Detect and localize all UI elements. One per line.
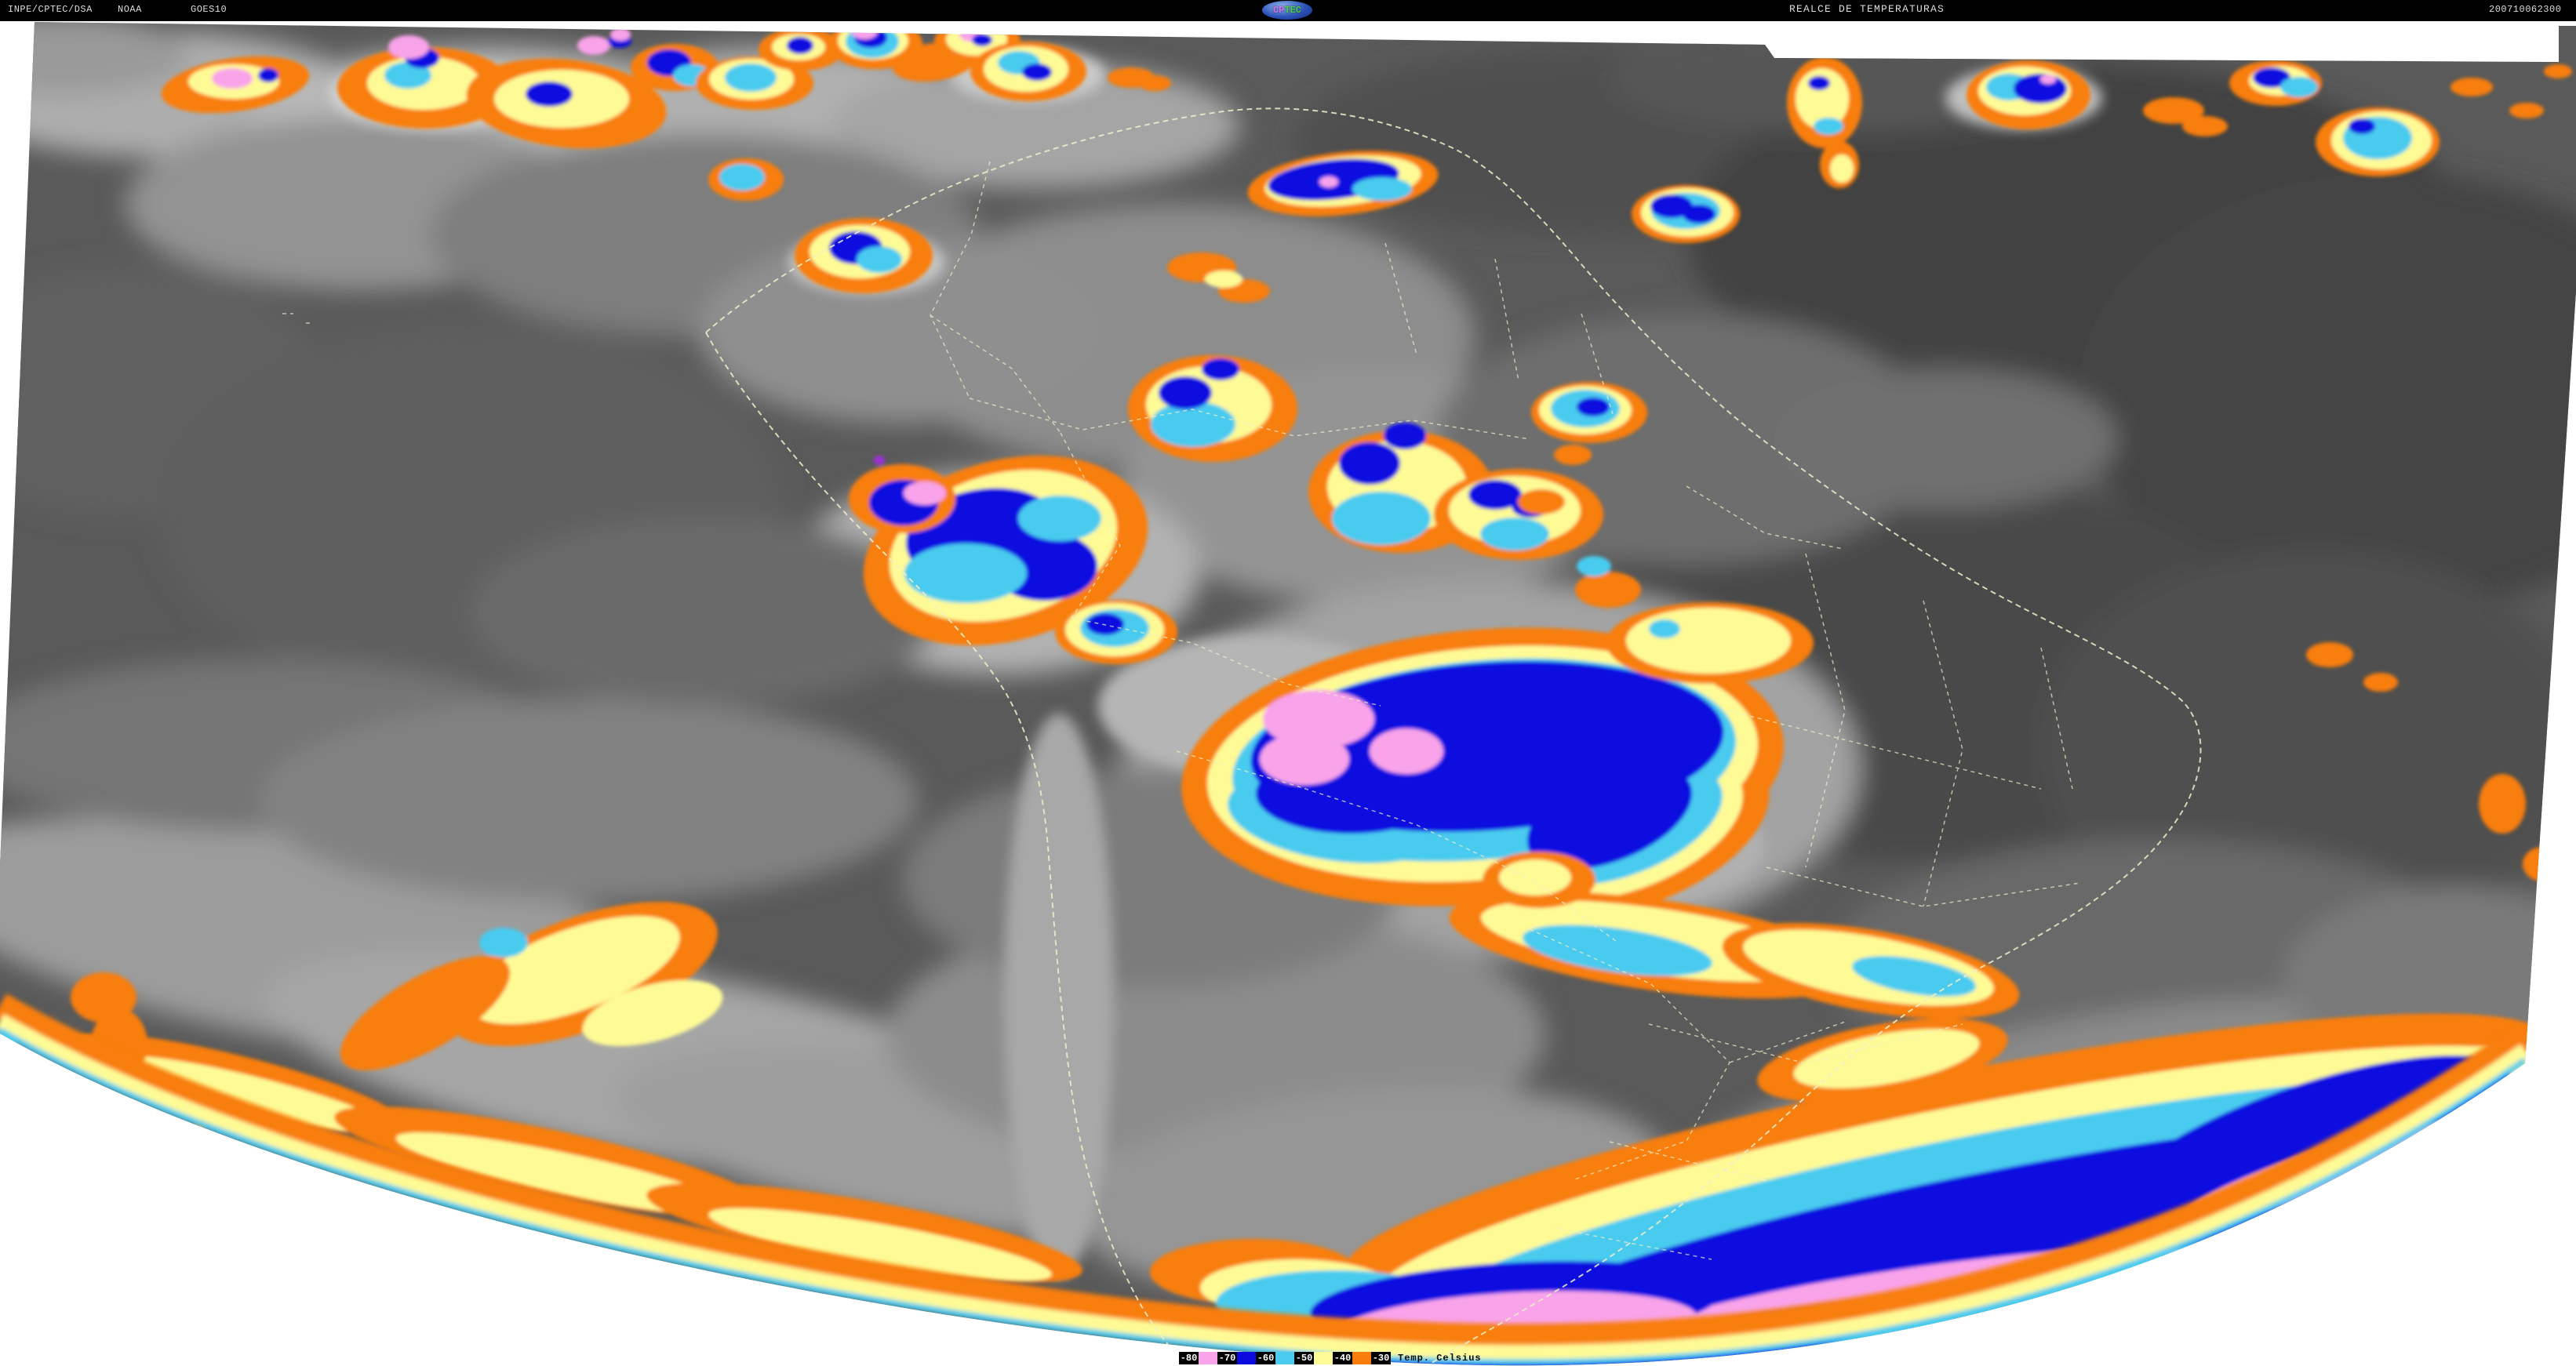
coastline-west — [705, 332, 1187, 1366]
legend-tick-m40: -40 — [1333, 1352, 1352, 1364]
agency-label: INPE/CPTEC/DSA — [8, 4, 93, 15]
legend-swatch-pink — [1199, 1352, 1217, 1364]
legend-caption: Temp. Celsius — [1398, 1353, 1482, 1364]
storm-band-sacz — [1449, 445, 2020, 1103]
legend-swatch-blue — [1237, 1352, 1256, 1364]
storm-cluster-itcz-west — [161, 22, 1171, 149]
legend-tick-m60: -60 — [1256, 1352, 1275, 1364]
storm-cluster-itcz-east — [1787, 57, 2572, 881]
legend-swatch-cyan — [1275, 1352, 1294, 1364]
coastline-east — [705, 107, 2202, 1366]
storm-system-central — [1181, 627, 1784, 918]
temperature-legend: -80 -70 -60 -50 -40 -30 Temp. Celsius — [1179, 1352, 1482, 1364]
storm-cluster-north — [1128, 151, 1740, 560]
logo-text-cp: CP — [1272, 5, 1285, 16]
legend-tick-m50: -50 — [1294, 1352, 1314, 1364]
country-borders — [282, 107, 2202, 1366]
satellite-label: GOES10 — [191, 4, 227, 15]
limb-bands — [0, 994, 2533, 1366]
legend-tick-m70: -70 — [1217, 1352, 1237, 1364]
product-title: REALCE DE TEMPERATURAS — [1789, 3, 1945, 15]
internal-borders — [282, 161, 2081, 1260]
storm-cluster-andes — [708, 158, 1177, 664]
legend-swatch-orange — [1352, 1352, 1371, 1364]
legend-swatch-yellow — [1314, 1352, 1333, 1364]
operator-label: NOAA — [118, 4, 142, 15]
storm-streaks-southwest — [0, 902, 1082, 1283]
legend-tick-m30: -30 — [1371, 1352, 1391, 1364]
cptec-logo-icon: CP TEC — [1262, 1, 1312, 20]
timestamp-label: 200710062300 — [2489, 4, 2562, 15]
legend-tick-m80: -80 — [1179, 1352, 1199, 1364]
logo-text-tec: TEC — [1284, 5, 1301, 16]
